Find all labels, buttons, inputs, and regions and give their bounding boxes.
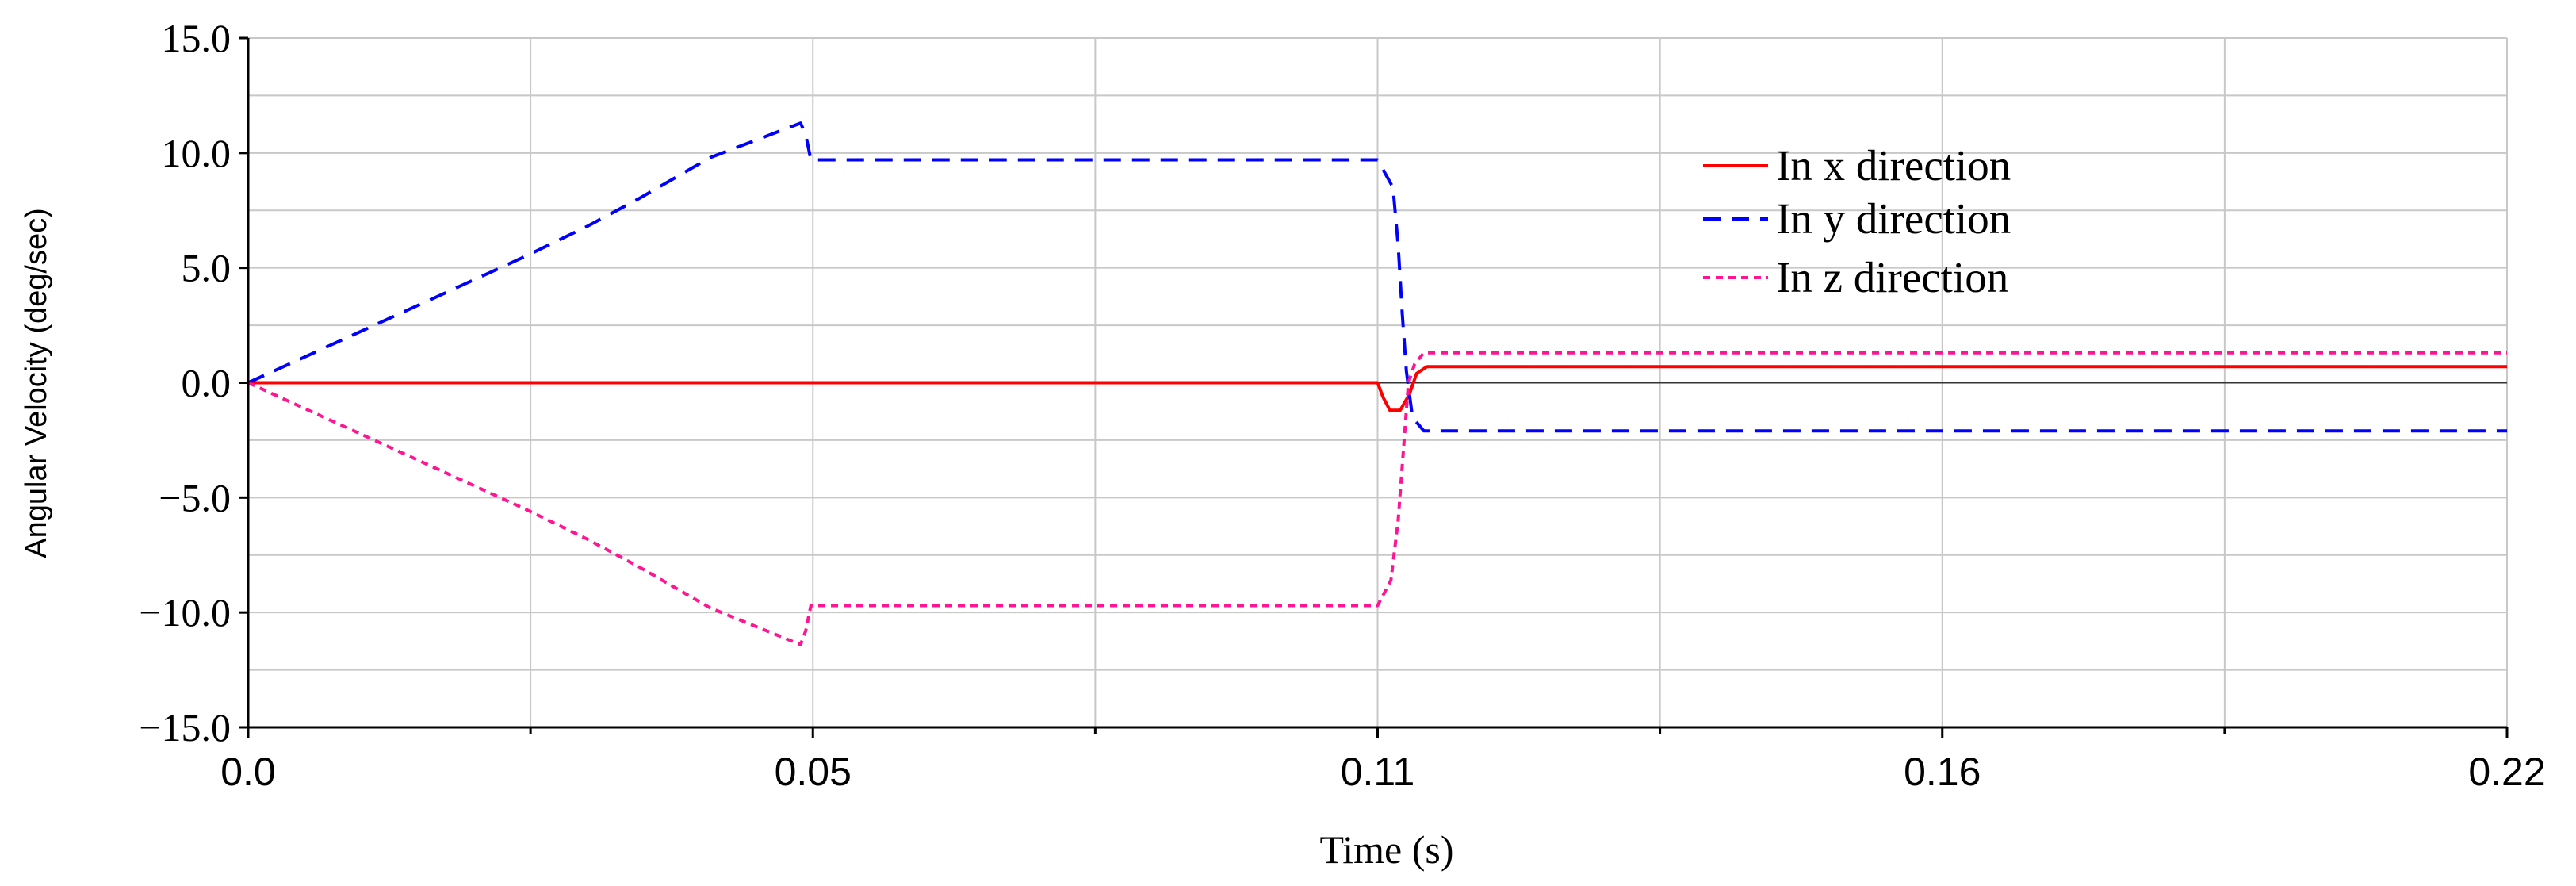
grid-lines bbox=[247, 37, 2508, 728]
y-tick-label: 5.0 bbox=[182, 246, 232, 290]
y-tick-label: −5.0 bbox=[159, 475, 231, 520]
series-line-y bbox=[247, 121, 2507, 433]
y-tick-label: 0.0 bbox=[182, 361, 232, 405]
y-tick-label: 15.0 bbox=[162, 16, 232, 60]
x-axis-title: Time (s) bbox=[1319, 827, 1453, 872]
x-tick-label: 0.22 bbox=[2468, 750, 2545, 794]
legend-label-y: In y direction bbox=[1776, 194, 2011, 243]
legend-label-z: In z direction bbox=[1776, 253, 2008, 301]
y-tick-label: −10.0 bbox=[139, 590, 231, 635]
x-tick-labels: 0.0 0.05 0.11 0.16 0.22 bbox=[220, 750, 2545, 794]
y-tick-label: −15.0 bbox=[139, 705, 231, 750]
series-line-x bbox=[248, 365, 2507, 412]
y-axis-title: Angular Velocity (deg/sec) bbox=[20, 208, 53, 558]
y-tick-labels: 15.0 10.0 5.0 0.0 −5.0 −10.0 −15.0 bbox=[139, 16, 231, 750]
axes-frame bbox=[239, 36, 2509, 738]
x-tick-label: 0.16 bbox=[1904, 750, 1981, 794]
series-layer bbox=[247, 121, 2507, 646]
legend-label-x: In x direction bbox=[1776, 141, 2011, 190]
y-tick-label: 10.0 bbox=[162, 131, 232, 175]
x-tick-label: 0.11 bbox=[1341, 750, 1415, 794]
x-tick-label: 0.0 bbox=[220, 750, 276, 794]
x-tick-label: 0.05 bbox=[775, 750, 852, 794]
